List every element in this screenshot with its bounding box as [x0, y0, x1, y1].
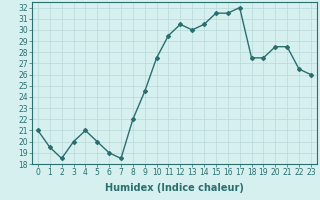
X-axis label: Humidex (Indice chaleur): Humidex (Indice chaleur) [105, 183, 244, 193]
